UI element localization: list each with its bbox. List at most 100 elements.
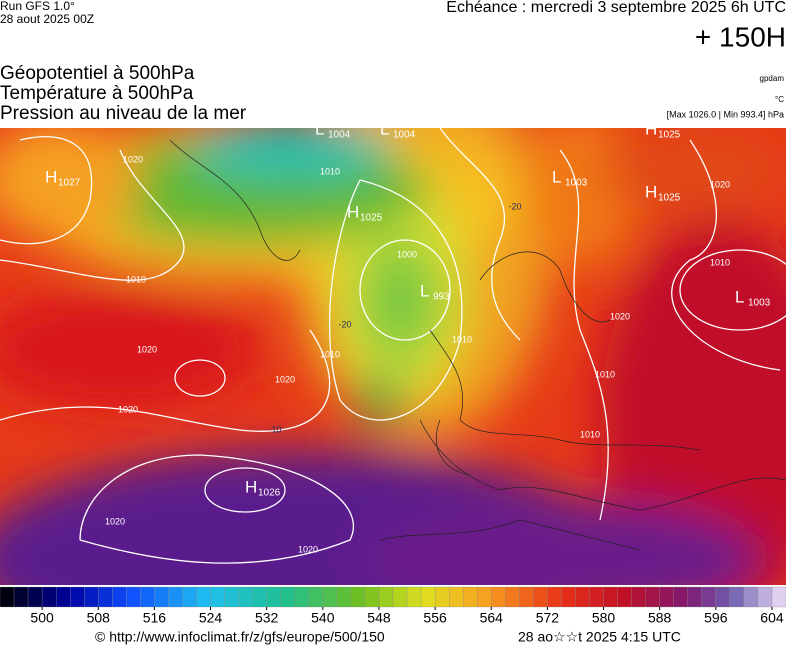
isobar-label: 1020 [123,154,143,164]
isobar-label: 1020 [137,344,157,354]
colorbar-swatch [505,586,520,608]
colorbar: 500 508 516 524 532 540 548 556 564 572 580 588 596 6… [0,586,786,626]
colorbar-swatch [252,586,267,608]
temperature-label: -10 [268,424,281,434]
center-value: 1025 [658,193,681,204]
extremes: [Max 1026.0 | Min 993.4] hPa [667,109,784,119]
isobar-label: 1010 [580,429,600,439]
colorbar-swatch [659,586,674,608]
colorbar-label: 596 [704,610,728,626]
center-type: L [380,119,389,138]
center-type: H [645,119,657,138]
colorbar-swatch [238,586,253,608]
colorbar-swatch [757,586,773,608]
colorbar-swatch [589,586,604,608]
colorbar-label: 532 [255,610,279,626]
source: © http://www.infoclimat.fr/z/gfs/europe/… [95,629,385,645]
colorbar-label: 516 [143,610,167,626]
isobar-label: 1020 [275,374,295,384]
field-title: Géopotentiel à 500hPa [0,63,195,84]
run-date: 28 aout 2025 00Z [0,12,94,26]
unit: °C [775,95,784,104]
isobar-label: 1020 [610,311,630,321]
center-value: 1003 [748,298,771,309]
colorbar-swatch [701,586,716,608]
colorbar-swatch [0,586,15,608]
colorbar-swatch [645,586,660,608]
center-type: L [552,167,561,186]
center-type: L [315,119,324,138]
colorbar-swatch [673,586,688,608]
center-value: 1026 [258,488,281,499]
colorbar-label: 524 [199,610,223,626]
colorbar-swatch [420,586,436,608]
center-type: L [420,281,429,300]
isobar-label: 1010 [595,369,615,379]
isobar-label: 1010 [710,257,730,267]
colorbar-swatch [729,586,745,608]
center-value: 1004 [393,130,416,141]
generated: 28 ao☆☆t 2025 4:15 UTC [518,629,681,645]
center-value: 1025 [360,213,383,224]
colorbar-swatch [631,586,646,608]
colorbar-label: 556 [423,610,447,626]
colorbar-swatch [392,586,408,608]
colorbar-swatch [294,586,309,608]
isobar-label: 1010 [320,166,340,176]
colorbar-swatch [406,586,422,608]
colorbar-swatch [364,586,380,608]
field-title: Température à 500hPa [0,83,194,104]
colorbar-swatch [41,586,57,608]
valid-time: Echéance : mercredi 3 septembre 2025 6h … [446,0,786,16]
center-value: 993 [433,292,450,303]
isobar-label: 1020 [298,544,318,554]
isobar-label: 1020 [710,179,730,189]
lead-time: + 150H [695,21,786,52]
colorbar-label: 572 [536,610,560,626]
colorbar-swatch [617,586,632,608]
colorbar-swatch [743,586,759,608]
colorbar-swatch [168,586,183,608]
colorbar-swatch [448,586,464,608]
colorbar-label: 508 [87,610,111,626]
isobar-label: 1010 [320,349,340,359]
colorbar-swatch [533,586,548,608]
colorbar-swatch [477,586,492,608]
colorbar-swatch [70,586,85,608]
coastlines [169,139,786,551]
colorbar-swatch [378,586,394,608]
colorbar-swatch [126,586,141,608]
center-type: H [347,202,359,221]
center-type: H [45,167,57,186]
center-value: 1025 [658,130,681,141]
colorbar-label: 564 [480,610,504,626]
colorbar-swatch [575,586,590,608]
colorbar-swatch [715,586,731,608]
center-type: H [245,477,257,496]
map-field [0,128,786,585]
colorbar-swatch [13,586,29,608]
colorbar-swatch [280,586,295,608]
colorbar-swatch [196,586,211,608]
colorbar-swatch [266,586,281,608]
colorbar-label: 540 [311,610,335,626]
isobar-label: 1010 [452,334,472,344]
center-value: 1003 [565,178,588,189]
colorbar-swatch [322,586,338,608]
colorbar-label: 588 [648,610,672,626]
colorbar-label: 548 [367,610,391,626]
colorbar-swatch [308,586,323,608]
field-title: Pression au niveau de la mer [0,103,247,124]
colorbar-swatch [350,586,366,608]
colorbar-swatch [210,586,225,608]
isobar-label: 1020 [118,404,138,414]
colorbar-swatch [771,586,786,608]
temperature-label: -20 [338,319,351,329]
colorbar-swatch [182,586,197,608]
colorbar-swatch [84,586,99,608]
colorbar-swatch [154,586,169,608]
colorbar-swatch [519,586,534,608]
